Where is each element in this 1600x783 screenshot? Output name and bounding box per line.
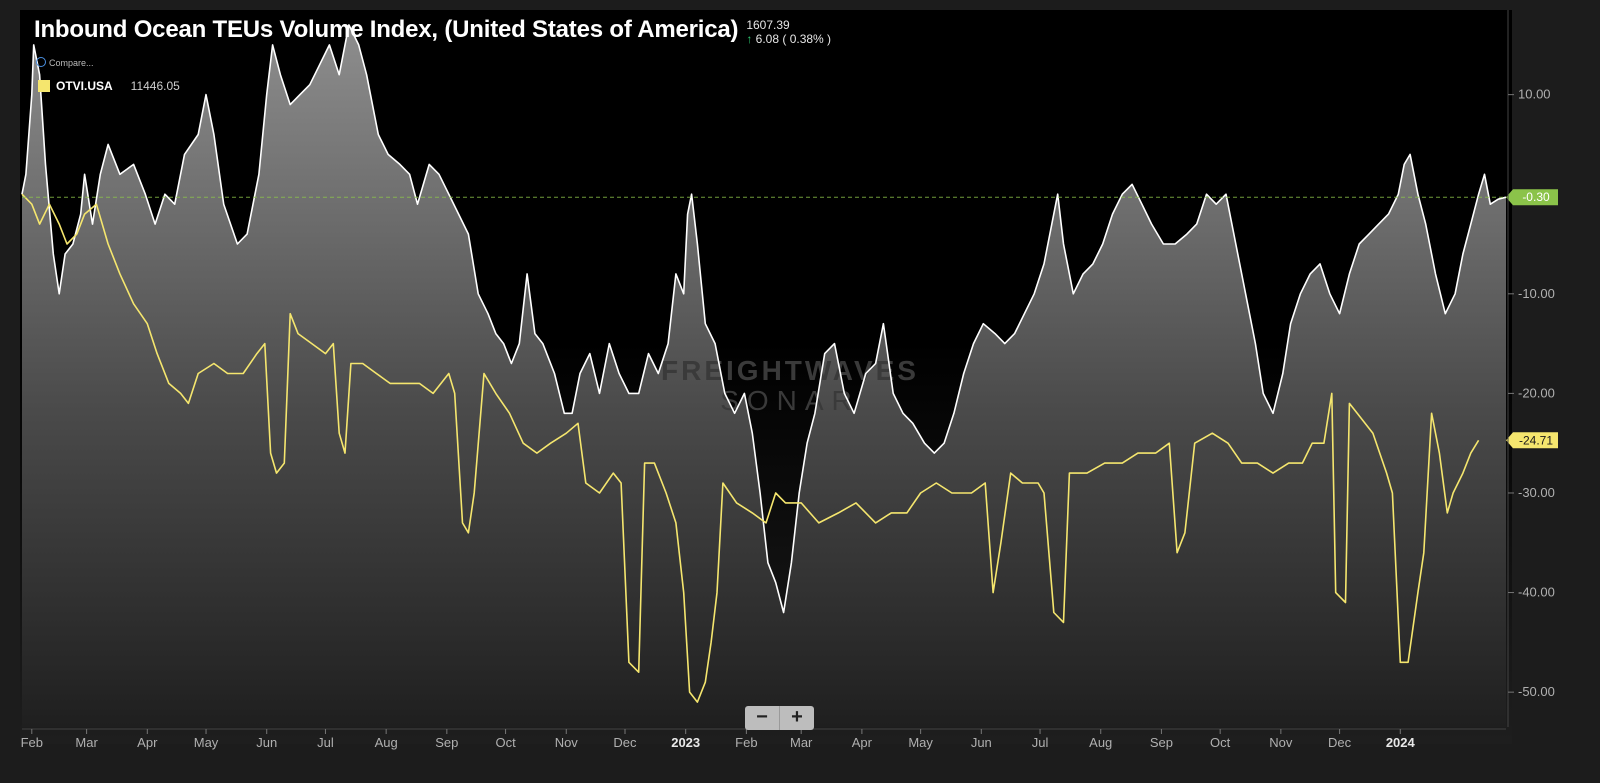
x-tick-label-3: May xyxy=(194,735,219,750)
last-value-marker-0: -0.30 xyxy=(1506,189,1558,206)
x-tick-label-13: Mar xyxy=(790,735,813,750)
last-value-label-0: -0.30 xyxy=(1522,190,1550,204)
legend-swatch xyxy=(38,80,50,92)
y-tick-label-3: -30.00 xyxy=(1518,485,1555,500)
x-tick-label-20: Oct xyxy=(1210,735,1231,750)
title-block: Inbound Ocean TEUs Volume Index, (United… xyxy=(34,16,831,46)
x-tick-label-23: 2024 xyxy=(1386,735,1416,750)
legend-symbol: OTVI.USA xyxy=(56,79,113,93)
last-value-tag-0 xyxy=(1506,189,1558,206)
series-area-0 xyxy=(22,24,1506,727)
x-tick-label-10: Dec xyxy=(613,735,637,750)
compare-label: Compare... xyxy=(49,58,94,68)
up-arrow-icon: ↑ xyxy=(746,32,753,46)
x-tick-label-6: Aug xyxy=(375,735,398,750)
chart-title: Inbound Ocean TEUs Volume Index, (United… xyxy=(34,16,739,43)
x-tick-label-22: Dec xyxy=(1328,735,1352,750)
x-tick-label-17: Jul xyxy=(1032,735,1049,750)
zoom-out-button[interactable]: − xyxy=(756,706,768,728)
compare-button[interactable]: Compare... xyxy=(36,57,94,68)
zoom-in-button[interactable]: + xyxy=(779,706,814,730)
x-tick-label-4: Jun xyxy=(256,735,277,750)
watermark-line-1: FREIGHTWAVES xyxy=(661,355,919,386)
x-tick-label-5: Jul xyxy=(317,735,334,750)
x-tick-label-14: Apr xyxy=(852,735,873,750)
y-tick-label-0: 10.00 xyxy=(1518,87,1551,102)
change-value: 6.08 xyxy=(755,32,780,46)
y-tick-label-5: -50.00 xyxy=(1518,684,1555,699)
watermark-line-2: SONAR xyxy=(720,385,860,416)
x-tick-label-15: May xyxy=(908,735,933,750)
quote: 1607.39 ↑ 6.08 ( 0.38% ) xyxy=(746,18,831,46)
y-tick-label-4: -40.00 xyxy=(1518,585,1555,600)
last-value-marker-1: -24.71 xyxy=(1506,432,1558,449)
series-line-0 xyxy=(21,24,1507,614)
series-line-1 xyxy=(21,193,1480,703)
x-tick-label-1: Mar xyxy=(75,735,98,750)
x-tick-label-7: Sep xyxy=(435,735,458,750)
legend-item[interactable]: OTVI.USA 11446.05 xyxy=(38,79,180,93)
x-tick-label-16: Jun xyxy=(971,735,992,750)
x-tick-label-21: Nov xyxy=(1269,735,1293,750)
change-percent: ( 0.38% ) xyxy=(782,32,832,46)
x-tick-label-8: Oct xyxy=(495,735,516,750)
x-tick-label-11: 2023 xyxy=(671,735,700,750)
y-tick-label-1: -10.00 xyxy=(1518,286,1555,301)
y-tick-label-2: -20.00 xyxy=(1518,385,1555,400)
x-tick-label-0: Feb xyxy=(21,735,43,750)
x-tick-label-2: Apr xyxy=(137,735,158,750)
last-value-tag-1 xyxy=(1506,432,1558,449)
x-tick-label-19: Sep xyxy=(1150,735,1173,750)
legend-value: 11446.05 xyxy=(130,79,180,93)
x-tick-label-9: Nov xyxy=(555,735,579,750)
last-value: 1607.39 xyxy=(746,18,790,32)
compare-icon xyxy=(36,57,46,67)
x-tick-label-18: Aug xyxy=(1089,735,1112,750)
zoom-controls: − + xyxy=(745,706,814,730)
x-tick-label-12: Feb xyxy=(735,735,757,750)
last-value-label-1: -24.71 xyxy=(1519,433,1553,447)
